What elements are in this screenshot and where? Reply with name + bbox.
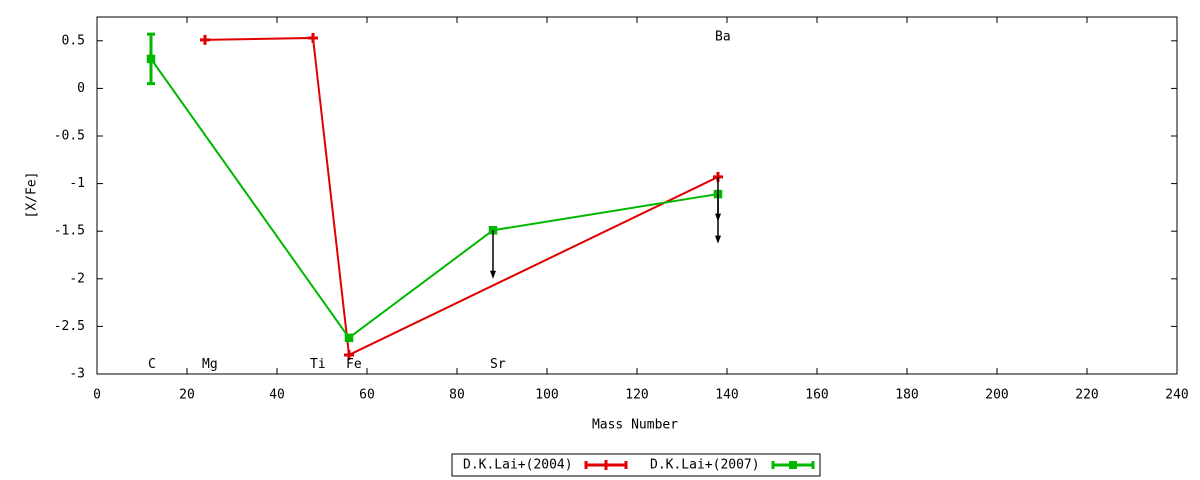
- legend-swatch: [601, 460, 611, 470]
- x-tick-label: 80: [449, 388, 465, 403]
- y-axis-label: [X/Fe]: [25, 172, 40, 219]
- y-tick-label: -2: [69, 271, 85, 286]
- legend-label: D.K.Lai+(2004): [463, 458, 573, 473]
- element-label: C: [148, 357, 156, 372]
- arrow-head: [490, 270, 496, 279]
- x-tick-label: 120: [625, 388, 648, 403]
- legend-swatch: [789, 461, 797, 469]
- y-tick-label: 0: [77, 81, 85, 96]
- y-tick-label: -3: [69, 367, 85, 382]
- x-tick-label: 100: [535, 388, 558, 403]
- element-label: Ba: [715, 29, 731, 44]
- x-tick-label: 180: [895, 388, 918, 403]
- x-axis-label: Mass Number: [592, 418, 678, 433]
- arrow-head: [715, 235, 721, 244]
- point: [344, 333, 354, 343]
- element-label: Ti: [310, 357, 326, 372]
- point: [200, 34, 210, 45]
- y-tick-label: -0.5: [54, 129, 85, 144]
- x-tick-label: 60: [359, 388, 375, 403]
- element-label: Fe: [346, 357, 362, 372]
- y-tick-label: 0.5: [62, 33, 85, 48]
- plot-frame: [96, 16, 1178, 375]
- x-tick-label: 0: [93, 388, 101, 403]
- x-tick-label: 220: [1075, 388, 1098, 403]
- legend-label: D.K.Lai+(2007): [650, 458, 760, 473]
- y-tick-label: -2.5: [54, 319, 85, 334]
- series-line: [150, 58, 719, 340]
- legend-swatch: [584, 461, 628, 469]
- x-tick-label: 200: [985, 388, 1008, 403]
- x-tick-label: 40: [269, 388, 285, 403]
- legend-swatch: [771, 461, 815, 469]
- y-tick-label: -1: [69, 176, 85, 191]
- point: [146, 54, 156, 64]
- element-label: Sr: [490, 357, 506, 372]
- series-line: [204, 36, 719, 357]
- y-tick-label: -1.5: [54, 224, 85, 239]
- point: [308, 32, 318, 43]
- legend-box: [451, 453, 821, 477]
- x-tick-label: 20: [179, 388, 195, 403]
- x-tick-label: 160: [805, 388, 828, 403]
- x-tick-label: 140: [715, 388, 738, 403]
- element-label: Mg: [202, 357, 218, 372]
- x-tick-label: 240: [1165, 388, 1188, 403]
- point: [344, 349, 354, 360]
